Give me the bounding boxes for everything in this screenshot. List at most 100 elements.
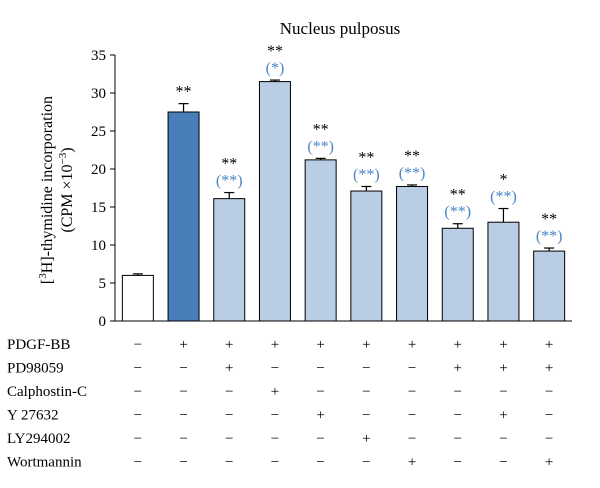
treatment-sign: − [179, 431, 187, 447]
y-tick-label: 0 [99, 314, 107, 330]
treatment-sign: − [134, 455, 142, 471]
bar [350, 190, 383, 322]
treatment-sign: − [499, 384, 507, 400]
significance-vs-control: ** [541, 211, 557, 228]
treatment-label: Y 27632 [7, 408, 59, 424]
treatment-sign: − [134, 384, 142, 400]
treatment-label: PDGF-BB [7, 337, 70, 353]
treatment-sign: + [454, 337, 462, 353]
treatment-sign: − [134, 361, 142, 377]
significance-vs-control: ** [267, 43, 283, 60]
y-tick-label: 25 [91, 124, 106, 140]
treatment-sign: + [362, 337, 370, 353]
bar [167, 111, 200, 322]
treatment-sign: + [316, 337, 324, 353]
treatment-sign: − [271, 408, 279, 424]
treatment-sign: + [225, 337, 233, 353]
treatment-sign: + [499, 408, 507, 424]
significance-vs-pdgf: (**) [490, 189, 517, 206]
y-tick-label: 20 [91, 162, 106, 178]
y-axis-label-line2: (CPM ×10−3) [57, 147, 76, 232]
significance-vs-control: * [499, 172, 507, 189]
treatment-sign: + [408, 455, 416, 471]
significance-vs-pdgf: (**) [536, 228, 563, 245]
bar [258, 81, 291, 322]
treatment-sign: − [225, 384, 233, 400]
treatment-sign: − [179, 408, 187, 424]
treatment-sign: − [408, 361, 416, 377]
treatment-sign: + [499, 361, 507, 377]
treatment-sign: − [408, 431, 416, 447]
bar [441, 227, 474, 322]
treatment-label: Wortmannin [7, 455, 82, 471]
treatment-sign: − [179, 361, 187, 377]
treatment-sign: − [179, 384, 187, 400]
y-tick-label: 15 [91, 200, 106, 216]
treatment-sign: − [134, 337, 142, 353]
treatment-label: Calphostin-C [7, 384, 87, 400]
y-tick-label: 30 [91, 86, 106, 102]
significance-vs-control: ** [450, 187, 466, 204]
y-tick-label: 5 [99, 276, 107, 292]
bar [213, 198, 246, 322]
chart-title: Nucleus pulposus [280, 19, 400, 38]
treatment-sign: − [271, 431, 279, 447]
treatment-sign: + [408, 337, 416, 353]
treatment-sign: − [225, 431, 233, 447]
treatment-sign: − [545, 431, 553, 447]
bar [533, 250, 566, 322]
significance-vs-pdgf: (**) [216, 173, 243, 190]
bar [304, 159, 337, 322]
treatment-sign: − [545, 408, 553, 424]
treatment-sign: − [316, 431, 324, 447]
treatment-sign: − [362, 455, 370, 471]
treatment-sign: − [225, 455, 233, 471]
treatment-sign: − [316, 384, 324, 400]
treatment-sign: − [271, 361, 279, 377]
treatment-sign: − [179, 455, 187, 471]
treatment-sign: + [271, 384, 279, 400]
bar [487, 221, 520, 322]
treatment-sign: + [316, 408, 324, 424]
treatment-sign: + [454, 361, 462, 377]
treatment-sign: + [545, 455, 553, 471]
treatment-sign: − [454, 384, 462, 400]
treatment-sign: + [362, 431, 370, 447]
treatment-sign: − [454, 431, 462, 447]
treatment-sign: − [408, 408, 416, 424]
treatment-sign: − [408, 384, 416, 400]
treatment-sign: + [271, 337, 279, 353]
treatment-sign: + [225, 361, 233, 377]
treatment-sign: − [225, 408, 233, 424]
treatment-sign: − [499, 455, 507, 471]
significance-vs-pdgf: (**) [353, 166, 380, 183]
significance-vs-control: ** [221, 156, 237, 173]
significance-vs-pdgf: (*) [266, 60, 285, 77]
significance-vs-control: ** [176, 84, 192, 101]
treatment-sign: − [134, 408, 142, 424]
treatment-sign: + [545, 361, 553, 377]
y-tick-label: 10 [91, 238, 106, 254]
treatment-sign: − [454, 408, 462, 424]
treatment-sign: − [271, 455, 279, 471]
treatment-sign: + [179, 337, 187, 353]
significance-vs-pdgf: (**) [307, 138, 334, 155]
treatment-sign: − [362, 361, 370, 377]
treatment-sign: − [362, 384, 370, 400]
treatment-label: PD98059 [7, 361, 64, 377]
significance-vs-control: ** [404, 148, 420, 165]
treatment-table: PDGF-BB − + + + + + + + + + PD98059 − − + − − − − + + + Calpho… [7, 337, 553, 471]
bars: **(**)**(*)**(**)**(**)**(**)**(**)** (**… [121, 43, 566, 322]
treatment-sign: − [316, 455, 324, 471]
treatment-sign: − [545, 384, 553, 400]
significance-vs-pdgf: (**) [399, 165, 426, 182]
bar [121, 274, 154, 322]
significance-vs-control: ** [313, 121, 329, 138]
treatment-sign: − [134, 431, 142, 447]
y-tick-label: 35 [91, 48, 106, 64]
bar [396, 185, 429, 322]
treatment-sign: + [545, 337, 553, 353]
treatment-sign: − [362, 408, 370, 424]
treatment-sign: − [454, 455, 462, 471]
